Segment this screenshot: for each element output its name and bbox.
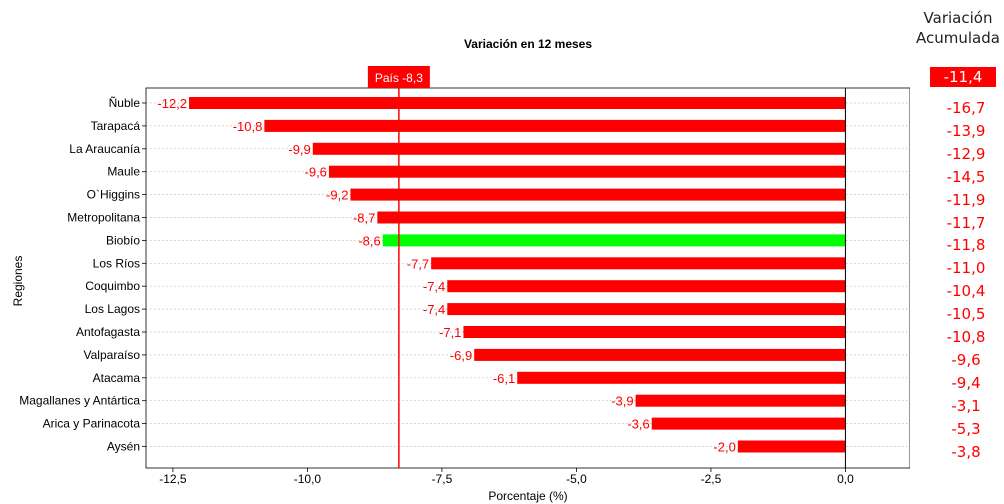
accumulated-value: -10,5 — [946, 305, 986, 324]
bar — [350, 188, 846, 201]
data-label: -12,2 — [157, 96, 187, 111]
accumulated-value: -5,3 — [951, 419, 981, 438]
y-tick-label: Los Lagos — [85, 302, 140, 316]
data-label: -9,9 — [288, 142, 310, 157]
accumulated-value: -9,4 — [951, 373, 981, 392]
bar — [517, 371, 846, 384]
bar — [382, 234, 846, 247]
data-label: -2,0 — [713, 440, 735, 455]
data-label: -10,8 — [233, 119, 263, 134]
plot-panel-border — [145, 87, 910, 469]
y-tick-label: Metropolitana — [67, 211, 140, 225]
y-tick-label: Maule — [107, 165, 140, 179]
bar — [312, 142, 846, 155]
bar — [328, 165, 846, 178]
y-tick-label: Tarapacá — [91, 119, 141, 133]
bar — [737, 440, 846, 453]
y-tick-label: Ñuble — [109, 96, 141, 110]
data-label: -3,9 — [611, 394, 633, 409]
chart-title: Variación en 12 meses — [464, 37, 592, 51]
y-tick-label: Valparaíso — [84, 348, 141, 362]
data-label: -8,6 — [358, 233, 380, 248]
data-label: -7,4 — [423, 279, 445, 294]
y-tick-label: Coquimbo — [85, 279, 140, 293]
x-tick-label: -10,0 — [294, 472, 322, 486]
data-label: -9,6 — [305, 165, 327, 180]
accumulated-value: -12,9 — [946, 144, 986, 163]
x-tick-label: -5,0 — [566, 472, 587, 486]
data-label: -7,4 — [423, 302, 445, 317]
accumulated-value: -16,7 — [946, 99, 986, 117]
accumulated-country-value: -11,4 — [930, 67, 996, 87]
accumulated-value: -11,7 — [946, 213, 986, 232]
bar — [463, 326, 846, 338]
data-label: -9,2 — [326, 188, 348, 203]
accumulated-header-line1: Variación — [923, 9, 993, 27]
accumulated-value: -3,1 — [951, 396, 981, 415]
accumulated-value: -11,8 — [946, 236, 986, 255]
reference-label-box — [367, 66, 430, 88]
accumulated-header: Variación Acumulada — [912, 8, 1004, 48]
y-tick-label: Atacama — [93, 371, 141, 385]
bar — [264, 119, 846, 132]
data-label: -6,1 — [493, 371, 515, 386]
data-label: -3,6 — [627, 417, 649, 432]
y-tick-label: La Araucanía — [69, 142, 140, 156]
x-tick-label: -2,5 — [701, 472, 722, 486]
bar — [447, 303, 846, 316]
bar-chart: Variación en 12 meses Regiones Porcentaj… — [11, 37, 910, 503]
y-tick-label: Los Ríos — [93, 256, 140, 270]
accumulated-value: -14,5 — [946, 167, 986, 186]
accumulated-value: -10,4 — [946, 282, 986, 301]
y-axis-title: Regiones — [11, 256, 25, 307]
x-tick-label: -12,5 — [159, 472, 187, 486]
bar — [474, 348, 846, 361]
bar — [635, 394, 846, 407]
y-tick-label: Magallanes y Antártica — [19, 394, 140, 408]
accumulated-value: -11,9 — [946, 190, 986, 209]
accumulated-value: -3,8 — [951, 442, 981, 461]
x-tick-label: 0,0 — [837, 472, 854, 486]
bar — [651, 417, 846, 430]
data-label: -6,9 — [450, 348, 472, 363]
y-tick-label: Antofagasta — [76, 325, 140, 339]
data-label: -7,7 — [407, 256, 429, 271]
bar — [377, 211, 846, 224]
y-tick-label: Aysén — [107, 440, 140, 454]
x-axis-title: Porcentaje (%) — [488, 489, 567, 503]
bar — [447, 280, 846, 293]
data-label: -8,7 — [353, 211, 375, 226]
x-tick-label: -7,5 — [432, 472, 453, 486]
accumulated-value: -13,9 — [946, 121, 986, 140]
accumulated-value: -10,8 — [946, 328, 986, 346]
bar — [189, 97, 846, 109]
reference-label: País -8,3 — [375, 71, 423, 85]
accumulated-value: -9,6 — [951, 350, 981, 369]
y-tick-label: Biobío — [106, 233, 140, 247]
bar — [431, 257, 846, 270]
y-tick-label: O`Higgins — [87, 188, 140, 202]
accumulated-header-line2: Acumulada — [916, 29, 1000, 47]
y-tick-label: Arica y Parinacota — [43, 417, 141, 431]
accumulated-value: -11,0 — [946, 259, 986, 278]
data-label: -7,1 — [439, 325, 461, 340]
